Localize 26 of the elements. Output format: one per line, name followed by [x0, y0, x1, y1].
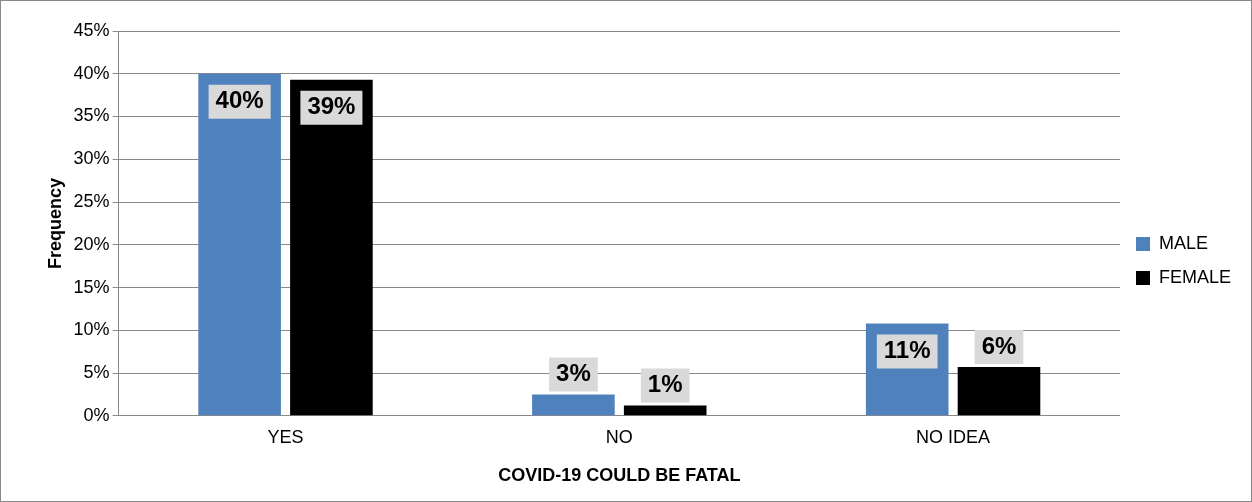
y-tick-label: 5%	[83, 362, 110, 383]
y-tick-label: 40%	[73, 62, 110, 83]
bar	[957, 367, 1041, 416]
y-tick-label: 10%	[73, 319, 110, 340]
bar	[290, 79, 373, 416]
data-label: 39%	[307, 92, 356, 120]
x-tick-label: YES	[267, 426, 304, 447]
data-label: 1%	[647, 370, 683, 398]
x-axis-title: COVID-19 COULD BE FATAL	[498, 465, 741, 486]
y-axis-title: Frequency	[44, 177, 65, 269]
y-tick-label: 25%	[73, 190, 110, 211]
y-tick-label: 35%	[73, 105, 110, 126]
y-tick-label: 45%	[73, 19, 110, 40]
bar	[198, 73, 281, 416]
x-tick-label: NO IDEA	[916, 426, 991, 447]
data-label: 11%	[883, 336, 931, 364]
legend-label: MALE	[1158, 232, 1209, 253]
y-tick-label: 30%	[73, 148, 110, 169]
legend-label: FEMALE	[1158, 266, 1232, 287]
y-tick-label: 0%	[83, 404, 110, 425]
y-tick-label: 15%	[73, 276, 110, 297]
data-label: 40%	[215, 86, 264, 114]
data-label: 6%	[981, 331, 1017, 359]
y-tick-label: 20%	[73, 233, 110, 254]
data-label: 3%	[556, 359, 591, 387]
x-tick-label: NO	[605, 426, 633, 447]
